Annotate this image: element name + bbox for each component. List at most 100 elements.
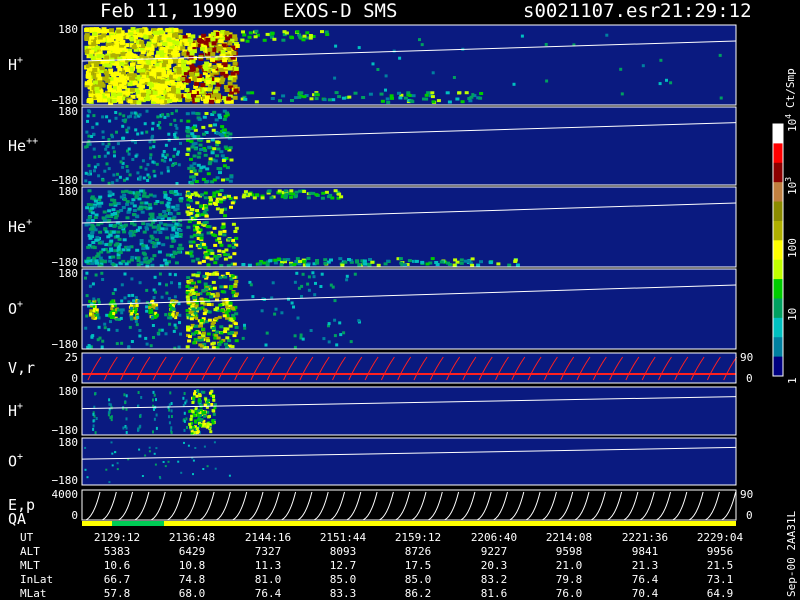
y-tick-top: 180: [58, 23, 78, 36]
table-cell: 76.4: [255, 587, 282, 600]
velocity-curve: [250, 356, 265, 381]
qa-strip: [82, 521, 736, 526]
colorbar-label-sup: 4: [784, 114, 793, 119]
panel-background: [82, 387, 736, 435]
panel-frame: [81, 352, 737, 384]
velocity-curve: [576, 356, 591, 381]
footer-note: Sep-00 2AA31L: [785, 511, 798, 597]
panel-hplus2: H+ 180 −180: [8, 385, 737, 437]
table-cell: 20.3: [481, 559, 508, 572]
table-cell: 2129:12: [94, 531, 140, 544]
energy-curve: [167, 491, 182, 521]
energy-curve: [216, 491, 231, 521]
velocity-curve: [429, 356, 444, 381]
table-cell: 21.5: [707, 559, 734, 572]
table-cell: 2151:44: [320, 531, 367, 544]
table-cell: 11.3: [255, 559, 282, 572]
colorbar-unit: Ct/Smp: [784, 68, 797, 108]
table-cell: 9227: [481, 545, 508, 558]
table-cell: 12.7: [330, 559, 357, 572]
trend-line: [81, 396, 737, 410]
energy-curve: [558, 491, 574, 521]
panel-label-sup: +: [17, 401, 23, 412]
velocity-curve: [560, 356, 575, 381]
table-cell: 2206:40: [471, 531, 517, 544]
panel-frame: [81, 268, 737, 350]
y-right-tick-bottom: 0: [746, 372, 753, 385]
colorbar-label: 100: [786, 238, 799, 258]
velocity-curve: [658, 356, 672, 381]
velocity-curve: [706, 356, 721, 381]
energy-curve: [411, 491, 427, 521]
table-cell: 10.8: [179, 559, 206, 572]
panel-label: H+: [8, 55, 23, 74]
table-cell: 64.9: [707, 587, 734, 600]
panel-oplus2-data: [84, 441, 231, 484]
panel-heplus: He+ 180 −180: [8, 185, 737, 269]
y-tick-bottom: −180: [52, 338, 79, 351]
colorbar-swatch: [773, 220, 783, 241]
panel-vr: V,r 25 0 90 0: [8, 351, 753, 385]
table-cell: 86.2: [405, 587, 432, 600]
velocity-curve: [103, 356, 118, 381]
table-cell: 21.3: [632, 559, 659, 572]
colorbar-swatch: [773, 279, 783, 299]
y-tick-top: 4000: [52, 488, 79, 501]
table-cell: 8093: [330, 545, 357, 558]
table-row-name: InLat: [20, 573, 53, 586]
trend-line: [81, 122, 737, 143]
energy-curve: [297, 491, 313, 521]
trend-line: [81, 284, 737, 306]
panel-heplusplus-data: [84, 109, 234, 185]
energy-curve: [134, 491, 150, 521]
energy-curve: [509, 491, 525, 521]
energy-curve: [542, 491, 557, 521]
velocity-curve: [413, 356, 428, 381]
table-cell: 81.0: [255, 573, 282, 586]
y-tick-bottom: −180: [52, 94, 79, 107]
panel-label: O+: [8, 299, 23, 318]
energy-curve: [721, 491, 737, 521]
table-row-name: MLT: [20, 559, 40, 572]
y-right-tick-top: 90: [740, 351, 753, 364]
y-tick-top: 180: [58, 105, 78, 118]
colorbar-swatch: [773, 317, 783, 338]
table-cell: 76.0: [556, 587, 583, 600]
table-cell: 85.0: [405, 573, 432, 586]
y-tick-top: 180: [58, 436, 78, 449]
panel-label: He++: [8, 136, 38, 155]
y-right-tick-top: 90: [740, 488, 753, 501]
colorbar-label: 104: [784, 114, 799, 132]
table-cell: 57.8: [104, 587, 131, 600]
energy-curve: [444, 491, 460, 521]
panel-label-sup: +: [17, 55, 23, 66]
table-cell: 9956: [707, 545, 734, 558]
energy-curve: [574, 491, 590, 521]
energy-curve: [265, 491, 280, 521]
energy-curve: [379, 491, 394, 521]
velocity-curve: [478, 356, 493, 381]
table-cell: 74.8: [179, 573, 206, 586]
panel-frame: [81, 386, 737, 436]
colorbar-swatch: [773, 356, 783, 377]
energy-curve: [476, 491, 492, 521]
energy-curve: [428, 491, 443, 521]
colorbar-frame: [772, 123, 784, 377]
colorbar-label: 103: [784, 177, 799, 195]
table-cell: 6429: [179, 545, 206, 558]
energy-curve: [102, 491, 117, 521]
qa-segment: [112, 521, 164, 526]
table-cell: 70.4: [632, 587, 659, 600]
panel-frame: [81, 24, 737, 106]
header-instrument: EXOS-D SMS: [283, 0, 397, 22]
y-tick-bottom: −180: [52, 424, 79, 437]
panel-oplus: O+ 180 −180: [8, 267, 737, 351]
colorbar-swatch: [773, 182, 783, 203]
velocity-curve: [446, 356, 461, 381]
y-tick-top: 180: [58, 385, 78, 398]
panel-label-2: QA: [8, 510, 26, 528]
energy-curve: [395, 491, 411, 521]
velocity-curve: [511, 356, 526, 381]
velocity-curve: [380, 356, 395, 381]
velocity-curve: [543, 356, 558, 381]
